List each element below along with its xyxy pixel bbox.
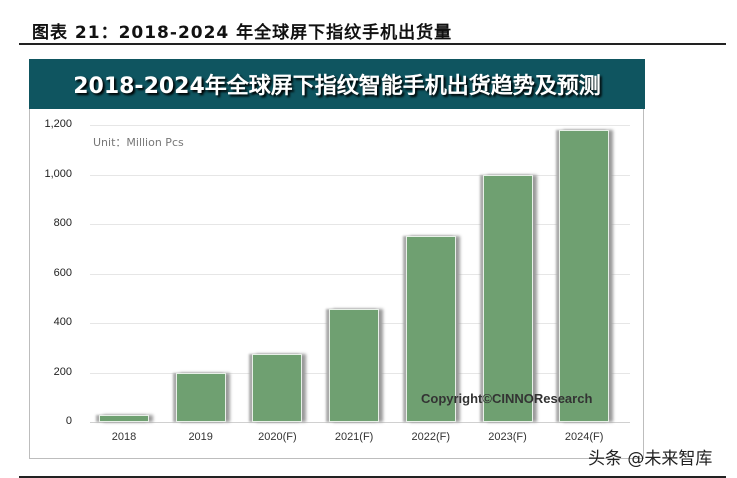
x-tick-label: 2020(F): [258, 431, 297, 443]
bar-2019: [175, 372, 226, 422]
x-tick-label: 2023(F): [488, 431, 527, 443]
gridline: [90, 224, 630, 225]
x-tick-label: 2019: [188, 431, 213, 443]
bar-2020(F): [252, 353, 303, 422]
bar-2018: [99, 414, 149, 422]
bar-2022(F): [405, 236, 456, 422]
y-tick-label: 800: [53, 217, 72, 229]
bar-2021(F): [329, 309, 380, 422]
y-tick-label: 1,000: [44, 167, 72, 180]
chart-title-banner: 2018-2024年全球屏下指纹智能手机出货趋势及预测: [29, 59, 645, 109]
x-tick-label: 2024(F): [564, 431, 604, 443]
bottom-rule: [19, 476, 726, 478]
y-tick-label: 0: [65, 415, 72, 427]
gridline: [90, 422, 630, 423]
y-tick-label: 1,200: [44, 118, 72, 130]
x-tick-label: 2021(F): [334, 431, 374, 443]
gridline: [90, 273, 630, 275]
watermark: 头条 @未来智库: [588, 449, 713, 469]
x-tick-label: 2018: [111, 431, 137, 443]
chart-title: 2018-2024年全球屏下指纹智能手机出货趋势及预测: [73, 74, 601, 99]
figure-caption: 图表 21：2018-2024 年全球屏下指纹手机出货量: [32, 23, 453, 43]
copyright-annotation: Copyright©CINNOResearch: [421, 391, 593, 406]
y-tick-label: 400: [53, 316, 72, 328]
bar-2023(F): [482, 174, 533, 422]
unit-label: Unit：Million Pcs: [93, 136, 184, 149]
caption-rule: [19, 43, 726, 45]
x-tick-label: 2022(F): [411, 431, 451, 443]
bar-2024(F): [559, 129, 610, 422]
gridline: [90, 174, 630, 176]
y-tick-label: 200: [53, 365, 72, 378]
y-tick-label: 600: [53, 266, 72, 279]
gridline: [90, 125, 630, 126]
